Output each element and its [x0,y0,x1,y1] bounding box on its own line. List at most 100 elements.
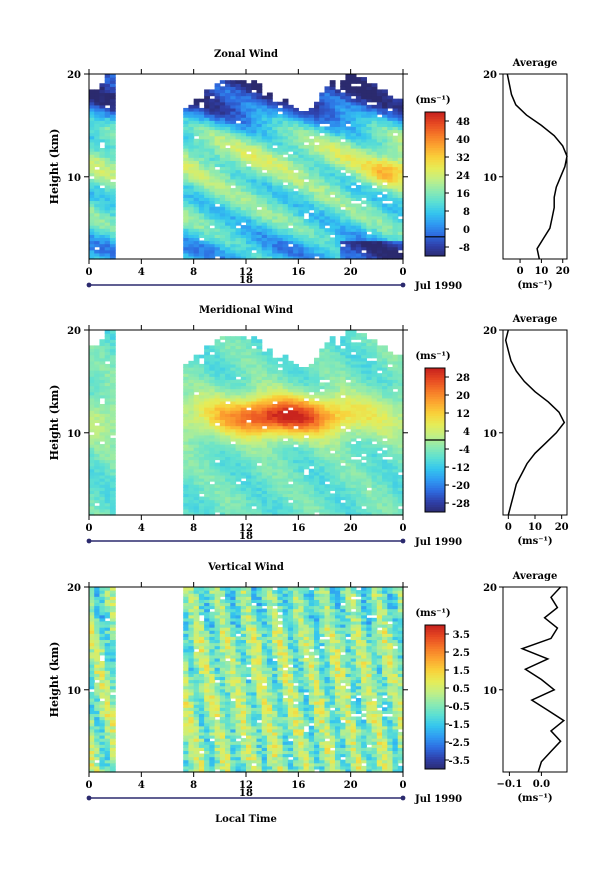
heatmap-cell [376,95,383,100]
heatmap-cell [256,416,263,421]
heatmap-cell [109,505,116,510]
heatmap-cell [397,237,404,242]
heatmap-cell [324,252,331,257]
heatmap-cell [397,129,404,134]
heatmap-cell [104,228,111,232]
heatmap-cell [314,209,320,214]
heatmap-cell [89,197,95,202]
heatmap-cell [256,212,263,217]
heatmap-cell [204,400,210,405]
heatmap-cell [109,218,116,223]
heatmap-cell [308,388,315,393]
heatmap-cell [256,172,263,177]
heatmap-cell [361,129,367,134]
heatmap-cell [298,385,305,390]
heatmap-cell [99,511,106,516]
heatmap-cell [382,104,388,109]
heatmap-cell [324,490,331,495]
heatmap-cell [235,450,242,454]
heatmap-cell [371,428,378,433]
heatmap-cell [261,434,268,439]
heatmap-cell [382,511,388,516]
heatmap-cell [240,132,247,137]
heatmap-cell [209,252,216,257]
heatmap-cell [334,465,341,470]
heatmap-cell [350,132,357,137]
colorbar-tick-label: 24 [456,171,470,182]
heatmap-cell [382,444,388,448]
heatmap-cell [366,151,373,155]
heatmap-cell [340,481,347,485]
heatmap-cell [209,129,216,134]
heatmap-cell [397,101,404,106]
heatmap-cell [246,222,252,226]
heatmap-cell [340,123,347,128]
heatmap-cell [293,194,299,198]
heatmap-cell [314,218,320,223]
heatmap-cell [293,394,299,399]
heatmap-cell [350,444,357,448]
heatmap-cell [225,468,231,473]
heatmap-cell [198,255,205,260]
heatmap-cell [387,197,394,202]
heatmap-cell [371,246,378,251]
heatmap-cell [266,419,273,424]
heatmap-cell [230,148,237,152]
heatmap-cell [350,354,357,359]
heatmap-cell [193,237,200,242]
heatmap-cell [230,379,237,384]
heatmap-cell [287,453,294,458]
heatmap-cell [261,212,268,217]
heatmap-cell [99,246,106,251]
heatmap-cell [350,447,357,451]
heatmap-cell [204,363,210,368]
heatmap-cell [104,425,111,430]
heatmap-cell [382,367,388,371]
heatmap-cell [308,394,315,399]
heatmap-cell [261,511,268,516]
heatmap-cell [204,114,210,118]
heatmap-cell [366,194,373,198]
heatmap-cell [376,441,383,445]
date-label: Jul 1990 [414,281,462,292]
heatmap-cell [272,188,278,192]
heatmap-cell [235,203,242,208]
heatmap-cell [345,434,352,439]
heatmap-cell [240,126,247,131]
heatmap-cell [303,508,310,513]
heatmap-cell [193,357,200,362]
heatmap-cell [324,107,331,112]
heatmap-cell [298,237,305,242]
heatmap-cell [272,484,278,488]
heatmap-cell [397,218,404,223]
heatmap-cell [371,234,378,239]
heatmap-cell [371,416,378,421]
heatmap-cell [282,373,289,377]
heatmap-cell [240,181,247,186]
heatmap-cell [319,249,326,254]
heatmap-cell [183,493,190,498]
heatmap-cell [282,237,289,242]
heatmap-cell [345,459,352,464]
colorbar-step [425,174,445,178]
heatmap-cell [104,138,111,143]
heatmap-cell [230,86,237,91]
heatmap-cell [361,496,367,501]
heatmap-cell [246,123,252,128]
heatmap-cell [350,478,357,482]
heatmap-cell [303,388,310,393]
heatmap-cell [104,222,111,226]
heatmap-cell [282,493,289,498]
heatmap-cell [303,382,310,387]
heatmap-cell [308,225,315,229]
heatmap-cell [298,400,305,405]
heatmap-cell [366,465,373,470]
heatmap-cell [240,459,247,464]
heatmap-cell [329,191,336,195]
heatmap-cell [334,166,341,171]
heatmap-cell [89,468,95,473]
heatmap-cell [99,357,106,362]
heatmap-cell [219,407,226,411]
heatmap-cell [334,255,341,260]
heatmap-cell [350,487,357,491]
